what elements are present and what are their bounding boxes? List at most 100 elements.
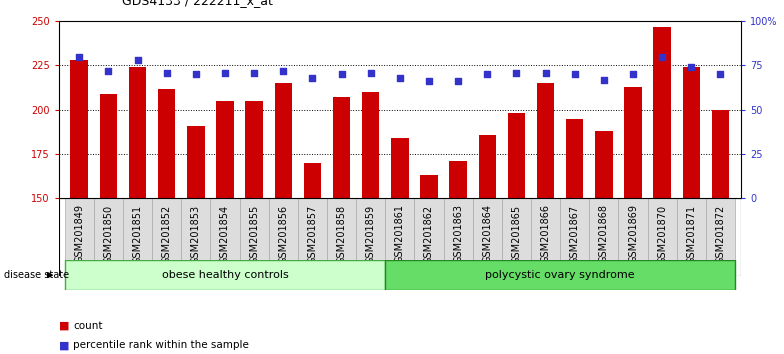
Bar [624, 87, 642, 354]
Bar [391, 138, 408, 354]
FancyBboxPatch shape [356, 198, 385, 276]
FancyBboxPatch shape [94, 198, 123, 276]
Text: GSM201869: GSM201869 [628, 205, 638, 263]
Bar [478, 135, 496, 354]
Point [656, 54, 669, 59]
FancyBboxPatch shape [210, 198, 240, 276]
Text: GSM201857: GSM201857 [307, 205, 318, 264]
Text: GSM201872: GSM201872 [716, 205, 725, 264]
FancyBboxPatch shape [473, 198, 502, 276]
Bar [537, 83, 554, 354]
Text: GSM201849: GSM201849 [74, 205, 84, 263]
Text: GSM201867: GSM201867 [570, 205, 579, 264]
Point [336, 72, 348, 77]
Bar [187, 126, 205, 354]
Text: percentile rank within the sample: percentile rank within the sample [73, 340, 249, 350]
Text: GSM201852: GSM201852 [162, 205, 172, 264]
FancyBboxPatch shape [706, 198, 735, 276]
Point [626, 72, 639, 77]
FancyBboxPatch shape [502, 198, 531, 276]
Bar [683, 67, 700, 354]
Point [394, 75, 406, 81]
FancyBboxPatch shape [64, 198, 94, 276]
Point [714, 72, 727, 77]
FancyBboxPatch shape [181, 198, 210, 276]
Bar [653, 27, 671, 354]
Text: GSM201853: GSM201853 [191, 205, 201, 264]
Bar [100, 94, 117, 354]
Text: GSM201864: GSM201864 [482, 205, 492, 263]
FancyBboxPatch shape [385, 198, 415, 276]
FancyBboxPatch shape [648, 198, 677, 276]
FancyBboxPatch shape [590, 198, 619, 276]
FancyBboxPatch shape [269, 198, 298, 276]
FancyBboxPatch shape [64, 260, 385, 290]
Bar [71, 60, 88, 354]
Point [219, 70, 231, 75]
Text: GSM201870: GSM201870 [657, 205, 667, 264]
Bar [449, 161, 467, 354]
Point [161, 70, 173, 75]
Text: GSM201858: GSM201858 [336, 205, 347, 264]
Bar [274, 83, 292, 354]
Text: ■: ■ [59, 321, 69, 331]
Point [73, 54, 85, 59]
FancyBboxPatch shape [415, 198, 444, 276]
Point [102, 68, 114, 74]
Bar [712, 110, 729, 354]
Point [539, 70, 552, 75]
Point [452, 79, 464, 84]
Point [423, 79, 435, 84]
Bar [595, 131, 612, 354]
Point [481, 72, 494, 77]
Text: GSM201863: GSM201863 [453, 205, 463, 263]
Text: GSM201868: GSM201868 [599, 205, 609, 263]
Point [248, 70, 260, 75]
Text: GSM201862: GSM201862 [424, 205, 434, 264]
Bar [362, 92, 379, 354]
Text: ■: ■ [59, 340, 69, 350]
Point [568, 72, 581, 77]
Bar [158, 88, 176, 354]
Text: disease state: disease state [4, 270, 69, 280]
Point [277, 68, 289, 74]
FancyBboxPatch shape [327, 198, 356, 276]
Bar [566, 119, 583, 354]
Bar [129, 67, 147, 354]
Point [306, 75, 318, 81]
Bar [508, 113, 525, 354]
FancyBboxPatch shape [560, 198, 590, 276]
Text: GSM201859: GSM201859 [365, 205, 376, 264]
Point [131, 57, 143, 63]
Text: GSM201855: GSM201855 [249, 205, 259, 264]
FancyBboxPatch shape [298, 198, 327, 276]
Bar [216, 101, 234, 354]
FancyBboxPatch shape [240, 198, 269, 276]
FancyBboxPatch shape [123, 198, 152, 276]
Bar [332, 97, 350, 354]
FancyBboxPatch shape [677, 198, 706, 276]
Text: GSM201856: GSM201856 [278, 205, 289, 264]
Text: GSM201871: GSM201871 [686, 205, 696, 264]
Text: polycystic ovary syndrome: polycystic ovary syndrome [485, 270, 635, 280]
FancyBboxPatch shape [385, 260, 735, 290]
Bar [303, 163, 321, 354]
FancyBboxPatch shape [152, 198, 181, 276]
Text: count: count [73, 321, 103, 331]
Bar [245, 101, 263, 354]
Text: GSM201865: GSM201865 [511, 205, 521, 264]
Text: GSM201854: GSM201854 [220, 205, 230, 264]
Text: GSM201866: GSM201866 [541, 205, 550, 263]
Point [685, 64, 698, 70]
Point [365, 70, 377, 75]
FancyBboxPatch shape [619, 198, 648, 276]
Text: obese healthy controls: obese healthy controls [162, 270, 289, 280]
Text: GSM201861: GSM201861 [395, 205, 405, 263]
Point [190, 72, 202, 77]
Bar [420, 175, 437, 354]
Point [597, 77, 610, 82]
FancyBboxPatch shape [444, 198, 473, 276]
Text: GDS4133 / 222211_x_at: GDS4133 / 222211_x_at [122, 0, 272, 7]
Text: GSM201851: GSM201851 [132, 205, 143, 264]
FancyBboxPatch shape [531, 198, 560, 276]
